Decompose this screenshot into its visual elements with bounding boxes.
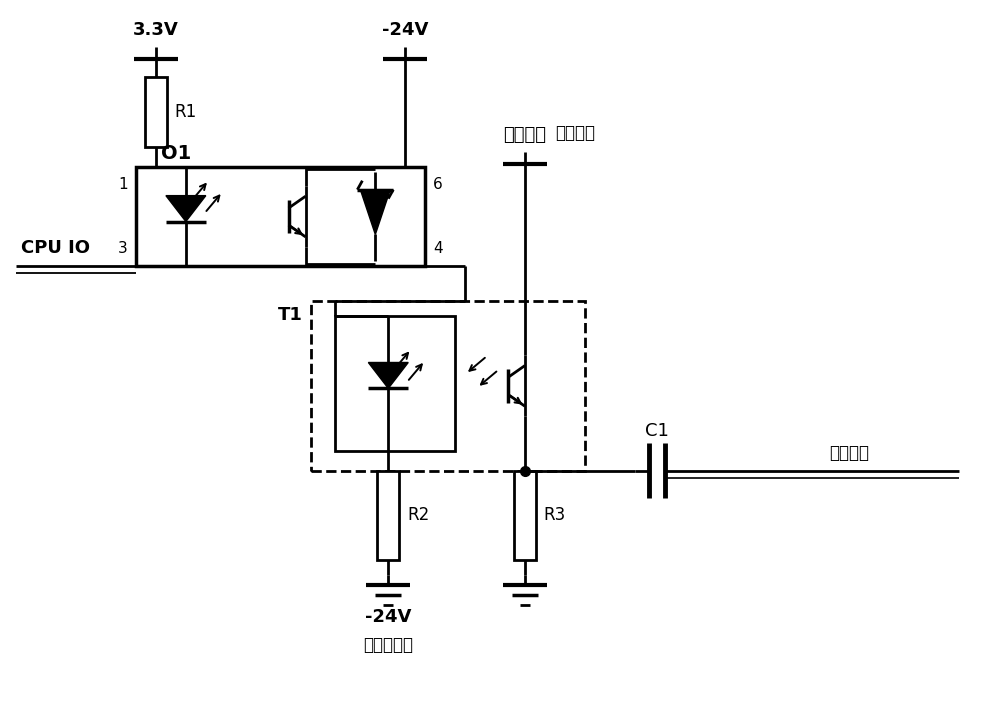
Text: C1: C1 [645,422,669,440]
Bar [310,301,584,471]
Text: 1: 1 [119,177,128,192]
Text: CPU IO: CPU IO [22,239,90,257]
Text: O1: O1 [161,144,191,163]
Text: 4: 4 [433,242,443,257]
Text: 6: 6 [433,177,443,192]
Bar [377,471,400,560]
Polygon shape [360,190,390,234]
Polygon shape [166,195,206,221]
Text: R3: R3 [544,506,566,524]
Text: 开入电源地: 开入电源地 [363,636,413,654]
Text: R1: R1 [175,103,197,121]
Bar [145,77,167,147]
Text: -24V: -24V [382,22,428,39]
Text: 3: 3 [118,242,128,257]
Text: R2: R2 [408,506,429,524]
Bar [514,471,536,560]
Text: 开入电源: 开入电源 [504,126,546,144]
Bar [336,317,455,451]
Text: 注入信号: 注入信号 [829,443,869,461]
Polygon shape [368,363,409,389]
Bar [136,167,425,266]
Text: -24V: -24V [365,608,411,626]
Text: 3.3V: 3.3V [134,22,179,39]
Text: 开入电源: 开入电源 [555,124,595,142]
Text: T1: T1 [278,306,302,324]
